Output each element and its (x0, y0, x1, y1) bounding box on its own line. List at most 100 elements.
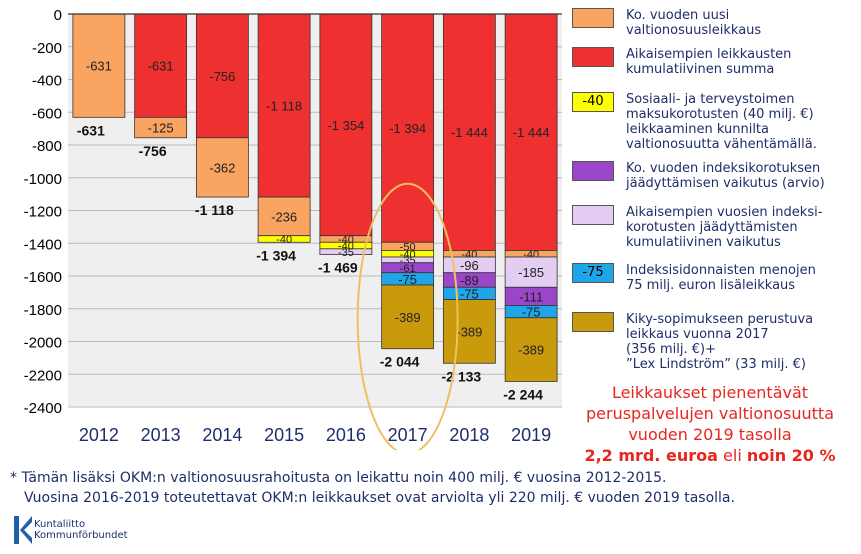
conclusion-text: Leikkaukset pienentävät peruspalvelujen … (560, 382, 860, 466)
conclusion-line-1: Leikkaukset pienentävät (611, 383, 809, 402)
legend-label-line: korotusten jäädyttämisten (626, 220, 798, 235)
legend-label-line: Kiky-sopimukseen perustuva (626, 312, 814, 327)
y-tick-label: -2000 (24, 335, 62, 352)
logo-line-1: Kuntaliitto (34, 519, 86, 530)
legend-label: Ko. vuoden indeksikorotuksen jäädyttämise… (626, 161, 825, 191)
legend-item: Aikaisempien leikkausten kumulatiivinen s… (572, 47, 791, 77)
legend-swatch (572, 8, 614, 28)
legend-swatch (572, 161, 614, 181)
x-tick-label: 2019 (511, 425, 551, 445)
legend-label-line: 75 milj. euron lisäleikkaus (626, 278, 796, 293)
bar-segment (72, 13, 126, 118)
bar-value-label: -61 (400, 263, 416, 275)
bar-total-label: -631 (77, 122, 105, 138)
bar-value-label: -631 (86, 59, 112, 74)
bar-segment (381, 284, 435, 350)
kuntaliitto-logo-icon (14, 516, 32, 544)
bar-value-label: -89 (460, 273, 479, 288)
legend-item: -75 Indeksisidonnaisten menojen 75 milj. e… (572, 263, 816, 293)
conclusion-middle: eli (717, 446, 747, 465)
bar-segment (504, 13, 558, 251)
y-tick-label: -2200 (24, 367, 62, 384)
legend-label-line: valtionosuutta vähentämällä. (626, 137, 817, 152)
y-tick-label: -600 (32, 105, 62, 122)
legend-label-line: Indeksisidonnaisten menojen (626, 263, 816, 278)
bar-total-label: -2 244 (503, 386, 543, 402)
bar-value-label: -389 (395, 310, 421, 325)
legend-label-line: Ko. vuoden indeksikorotuksen (626, 161, 821, 176)
legend-swatch: -75 (572, 263, 614, 283)
legend-label: Aikaisempien vuosien indeksi-korotusten … (626, 205, 822, 250)
legend-swatch (572, 205, 614, 225)
legend-label: Indeksisidonnaisten menojen 75 milj. euro… (626, 263, 816, 293)
bar-segment (134, 13, 188, 118)
y-tick-label: -1000 (24, 171, 62, 188)
y-tick-label: -1600 (24, 269, 62, 286)
y-tick-label: -1200 (24, 204, 62, 221)
y-tick-label: -1800 (24, 302, 62, 319)
legend-item: Kiky-sopimukseen perustuva leikkaus vuonn… (572, 312, 813, 372)
conclusion-line-4: 2,2 mrd. euroa eli noin 20 % (560, 445, 860, 466)
legend-item: -40 Sosiaali- ja terveystoimen maksukorotu… (572, 92, 817, 152)
legend-item: Ko. vuoden uusi valtionosuusleikkaus (572, 8, 761, 38)
y-tick-label: -400 (32, 73, 62, 90)
legend-label: Aikaisempien leikkausten kumulatiivinen s… (626, 47, 791, 77)
bar-total-label: -1 394 (256, 247, 296, 263)
x-tick-label: 2013 (141, 425, 181, 445)
bar-segment (381, 13, 435, 243)
legend-label-line: kumulatiivinen summa (626, 62, 775, 77)
bar-total-label: -1 118 (195, 202, 234, 218)
bar-value-label: -1 118 (266, 98, 302, 113)
bar-value-label: -185 (518, 265, 544, 280)
bar-value-label: -236 (271, 209, 297, 224)
bar-segment (134, 116, 188, 139)
conclusion-amount: 2,2 mrd. euroa (584, 446, 718, 465)
bar-total-label: -2 133 (442, 368, 482, 384)
legend-label: Ko. vuoden uusi valtionosuusleikkaus (626, 8, 761, 38)
legend-item: Aikaisempien vuosien indeksi-korotusten … (572, 205, 822, 250)
bar-value-label: -756 (209, 69, 235, 84)
bar-segment (195, 137, 249, 198)
legend-label-line: Aikaisempien vuosien indeksi- (626, 205, 823, 220)
legend-item: Ko. vuoden indeksikorotuksen jäädyttämise… (572, 161, 825, 191)
logo-line-2: Kommunförbundet (34, 530, 128, 541)
legend-label-line: Ko. vuoden uusi (626, 8, 730, 23)
bar-value-label: -35 (338, 247, 354, 259)
conclusion-line-2: peruspalvelujen valtionosuutta (586, 404, 834, 423)
bar-segment (257, 235, 311, 243)
conclusion-percent: noin 20 % (746, 446, 836, 465)
x-tick-label: 2017 (388, 425, 428, 445)
bar-segment (319, 248, 373, 255)
x-tick-label: 2016 (326, 425, 366, 445)
y-tick-label: -1400 (24, 236, 62, 253)
bar-segment (504, 317, 558, 382)
footnote-line-2: Vuosina 2016-2019 toteutettavat OKM:n le… (24, 490, 735, 506)
legend-label: Sosiaali- ja terveystoimen maksukorotuste… (626, 92, 817, 152)
bar-value-label: -1 394 (389, 121, 426, 136)
legend-label: Kiky-sopimukseen perustuva leikkaus vuonn… (626, 312, 813, 372)
bar-segment (442, 299, 496, 364)
bar-value-label: -1 354 (327, 118, 364, 133)
bar-value-label: -362 (209, 160, 235, 175)
logo-text: Kuntaliitto Kommunförbundet (34, 519, 128, 541)
bar-total-label: -1 469 (318, 260, 358, 276)
bar-segment (257, 196, 311, 237)
bar-value-label: -1 444 (451, 125, 488, 140)
legend-swatch (572, 47, 614, 67)
bar-value-label: -40 (276, 234, 292, 246)
legend-label-line: valtionosuusleikkaus (626, 23, 762, 38)
legend-label-line: ”Lex Lindström” (33 milj. €) (626, 357, 806, 372)
bar-segment (504, 256, 558, 288)
bar-total-label: -756 (139, 143, 167, 159)
legend-label-line: maksukorotusten (40 milj. €) (626, 107, 814, 122)
bar-value-label: -125 (148, 121, 174, 136)
legend-label-line: kumulatiivinen vaikutus (626, 235, 781, 250)
legend-label-line: Sosiaali- ja terveystoimen (626, 92, 795, 107)
bar-segment (257, 13, 311, 198)
bar-value-label: -389 (456, 324, 482, 339)
legend-label-line: jäädyttämisen vaikutus (arvio) (626, 176, 825, 191)
x-tick-label: 2018 (449, 425, 489, 445)
highlight-ellipse (356, 182, 459, 450)
x-tick-label: 2014 (202, 425, 242, 445)
y-tick-label: -2400 (24, 400, 62, 417)
